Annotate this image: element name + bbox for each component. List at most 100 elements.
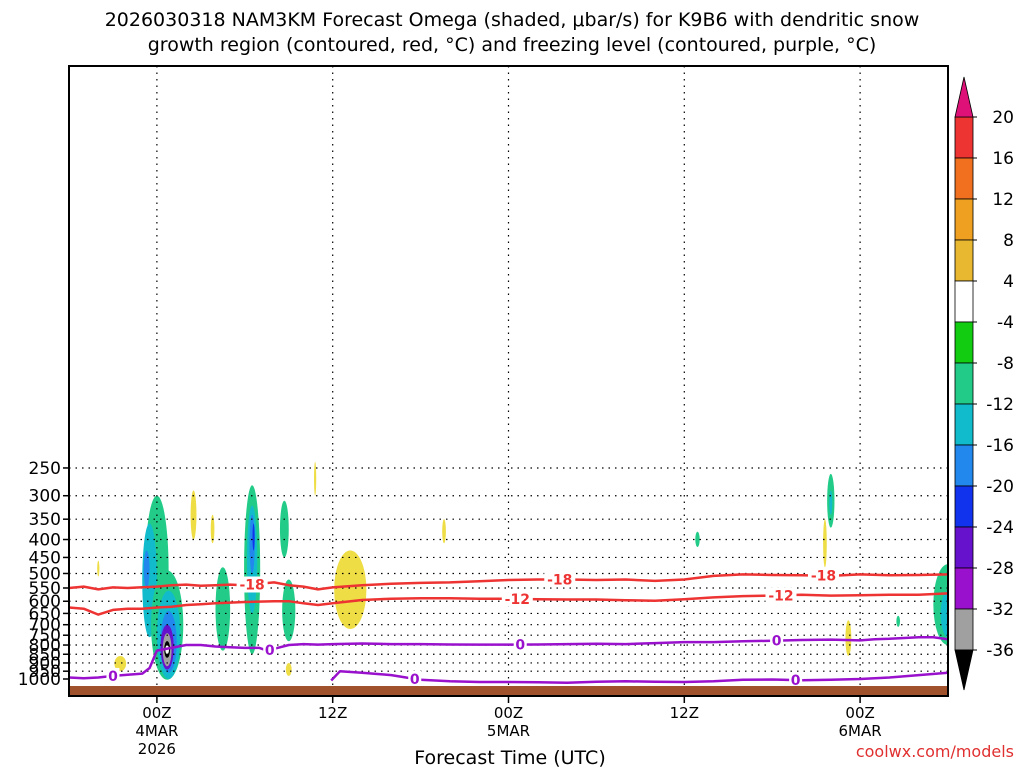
colorbar-label: 4 — [1003, 272, 1014, 292]
y-tick-label: 400 — [29, 531, 61, 551]
y-tick-label: 350 — [29, 510, 61, 530]
x-axis-title: Forecast Time (UTC) — [414, 747, 605, 768]
omega-cell — [282, 579, 296, 642]
colorbar-top-arrow — [954, 76, 974, 118]
colorbar-label: 20 — [992, 108, 1014, 128]
y-tick-label: 1000 — [18, 670, 61, 690]
colorbar-segment — [954, 485, 974, 528]
omega-cell — [940, 590, 948, 638]
contour-lines: -18 -18 -18 -12 -12 0 0 0 0 0 0 — [69, 567, 948, 689]
colorbar-label: 12 — [992, 190, 1014, 210]
contour-label-bg — [501, 590, 533, 607]
colorbar-label: 16 — [992, 149, 1014, 169]
omega-cell — [190, 490, 197, 540]
colorbar-label: -20 — [986, 477, 1014, 497]
contour-label: -18 — [547, 572, 572, 588]
x-tick-label: 00Z — [494, 704, 523, 722]
contour-label-bg — [263, 641, 277, 658]
colorbar-segment — [954, 403, 974, 446]
contour-line — [69, 573, 948, 591]
colorbar-segment — [954, 198, 974, 241]
contour-label-bg — [789, 672, 803, 689]
contour-label-bg — [236, 576, 268, 593]
colorbar-label: -36 — [986, 641, 1014, 661]
colorbar-label: -8 — [997, 354, 1014, 374]
omega-cell — [314, 461, 317, 496]
y-tick-label: 450 — [29, 548, 61, 568]
colorbar-segment — [954, 526, 974, 569]
x-tick-date: 4MAR — [135, 722, 178, 740]
chart-title-line1: 2026030318 NAM3KM Forecast Omega (shaded… — [105, 9, 920, 31]
x-tick-date: 6MAR — [839, 722, 882, 740]
contour-label: -18 — [239, 577, 264, 593]
contour-label: 0 — [772, 634, 782, 650]
y-tick-label: 550 — [29, 579, 61, 599]
colorbar-label: -28 — [986, 559, 1014, 579]
omega-cell — [285, 662, 292, 676]
omega-cell — [143, 550, 150, 588]
colorbar-label: -24 — [986, 518, 1014, 538]
omega-cell — [845, 620, 852, 657]
colorbar-segment — [954, 321, 974, 364]
y-axis: 250 300 3504004505005506006507007508008509… — [18, 459, 69, 690]
colorbar-segment — [954, 567, 974, 610]
contour-label-bg — [770, 632, 784, 649]
credit-text: coolwx.com/models — [856, 742, 1014, 761]
x-tick-label: 12Z — [318, 704, 347, 722]
omega-cell — [279, 500, 289, 558]
contour-label: 0 — [515, 638, 525, 654]
y-tick-label: 850 — [29, 645, 61, 665]
terrain-ground-strip — [69, 686, 948, 695]
colorbar-label: -16 — [986, 436, 1014, 456]
colorbar-segment — [954, 362, 974, 405]
contour-label-bg — [765, 587, 797, 604]
contour-label-bg — [544, 571, 576, 588]
contour-label: -18 — [811, 569, 836, 585]
y-tick-label: 250 — [29, 459, 61, 479]
colorbar-label: 8 — [1003, 231, 1014, 251]
x-tick-label: 12Z — [670, 704, 699, 722]
grid-lines — [69, 66, 948, 696]
contour-label-bg — [408, 670, 422, 687]
contour-label-bg — [513, 636, 527, 653]
y-tick-label: 600 — [29, 592, 61, 612]
colorbar-segment — [954, 157, 974, 200]
contour-label: 0 — [265, 643, 275, 659]
colorbar: 20 16 12 8 4 -4 -8 -12 -16 -20 -24 -28 -32 -36 — [954, 76, 1014, 691]
omega-cell — [97, 560, 100, 577]
y-tick-label: 800 — [29, 636, 61, 656]
chart-title-line2: growth region (contoured, red, °C) and f… — [148, 34, 877, 56]
omega-cell — [695, 531, 700, 547]
x-tick-label: 00Z — [142, 704, 171, 722]
y-tick-label: 950 — [29, 662, 61, 682]
contour-label: -12 — [768, 588, 793, 604]
y-tick-label: 300 — [29, 487, 61, 507]
contour-line — [69, 635, 948, 680]
y-tick-label: 750 — [29, 626, 61, 646]
y-tick-label: 650 — [29, 604, 61, 624]
colorbar-label: -32 — [986, 600, 1014, 620]
contour-label-bg — [106, 667, 120, 684]
contour-label: -12 — [505, 592, 530, 608]
contour-label: 0 — [108, 669, 118, 685]
x-tick-year: 2026 — [138, 740, 176, 758]
x-tick-label: 00Z — [845, 704, 874, 722]
omega-cell — [442, 519, 446, 544]
contour-line — [330, 669, 948, 685]
colorbar-segment — [954, 239, 974, 282]
colorbar-segment — [954, 444, 974, 487]
y-tick-label: 700 — [29, 616, 61, 636]
colorbar-segment — [954, 608, 974, 651]
colorbar-bottom-arrow — [954, 649, 974, 691]
contour-label-bg — [807, 567, 839, 584]
colorbar-label: -12 — [986, 395, 1014, 415]
omega-cell — [215, 567, 231, 651]
colorbar-label: -4 — [997, 313, 1014, 333]
contour-label: 0 — [410, 672, 420, 688]
omega-cell — [114, 656, 127, 672]
omega-cell — [210, 514, 215, 544]
omega-cell — [896, 615, 901, 627]
omega-cell — [829, 490, 833, 515]
